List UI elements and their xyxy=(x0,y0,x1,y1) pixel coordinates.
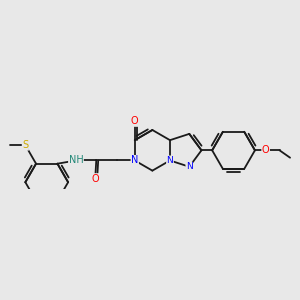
Text: S: S xyxy=(22,140,28,150)
Text: N: N xyxy=(167,156,173,165)
Text: N: N xyxy=(131,155,139,166)
Text: O: O xyxy=(262,145,269,155)
Text: NH: NH xyxy=(69,155,83,166)
Text: N: N xyxy=(186,162,193,171)
Text: O: O xyxy=(131,116,139,126)
Text: O: O xyxy=(92,174,99,184)
